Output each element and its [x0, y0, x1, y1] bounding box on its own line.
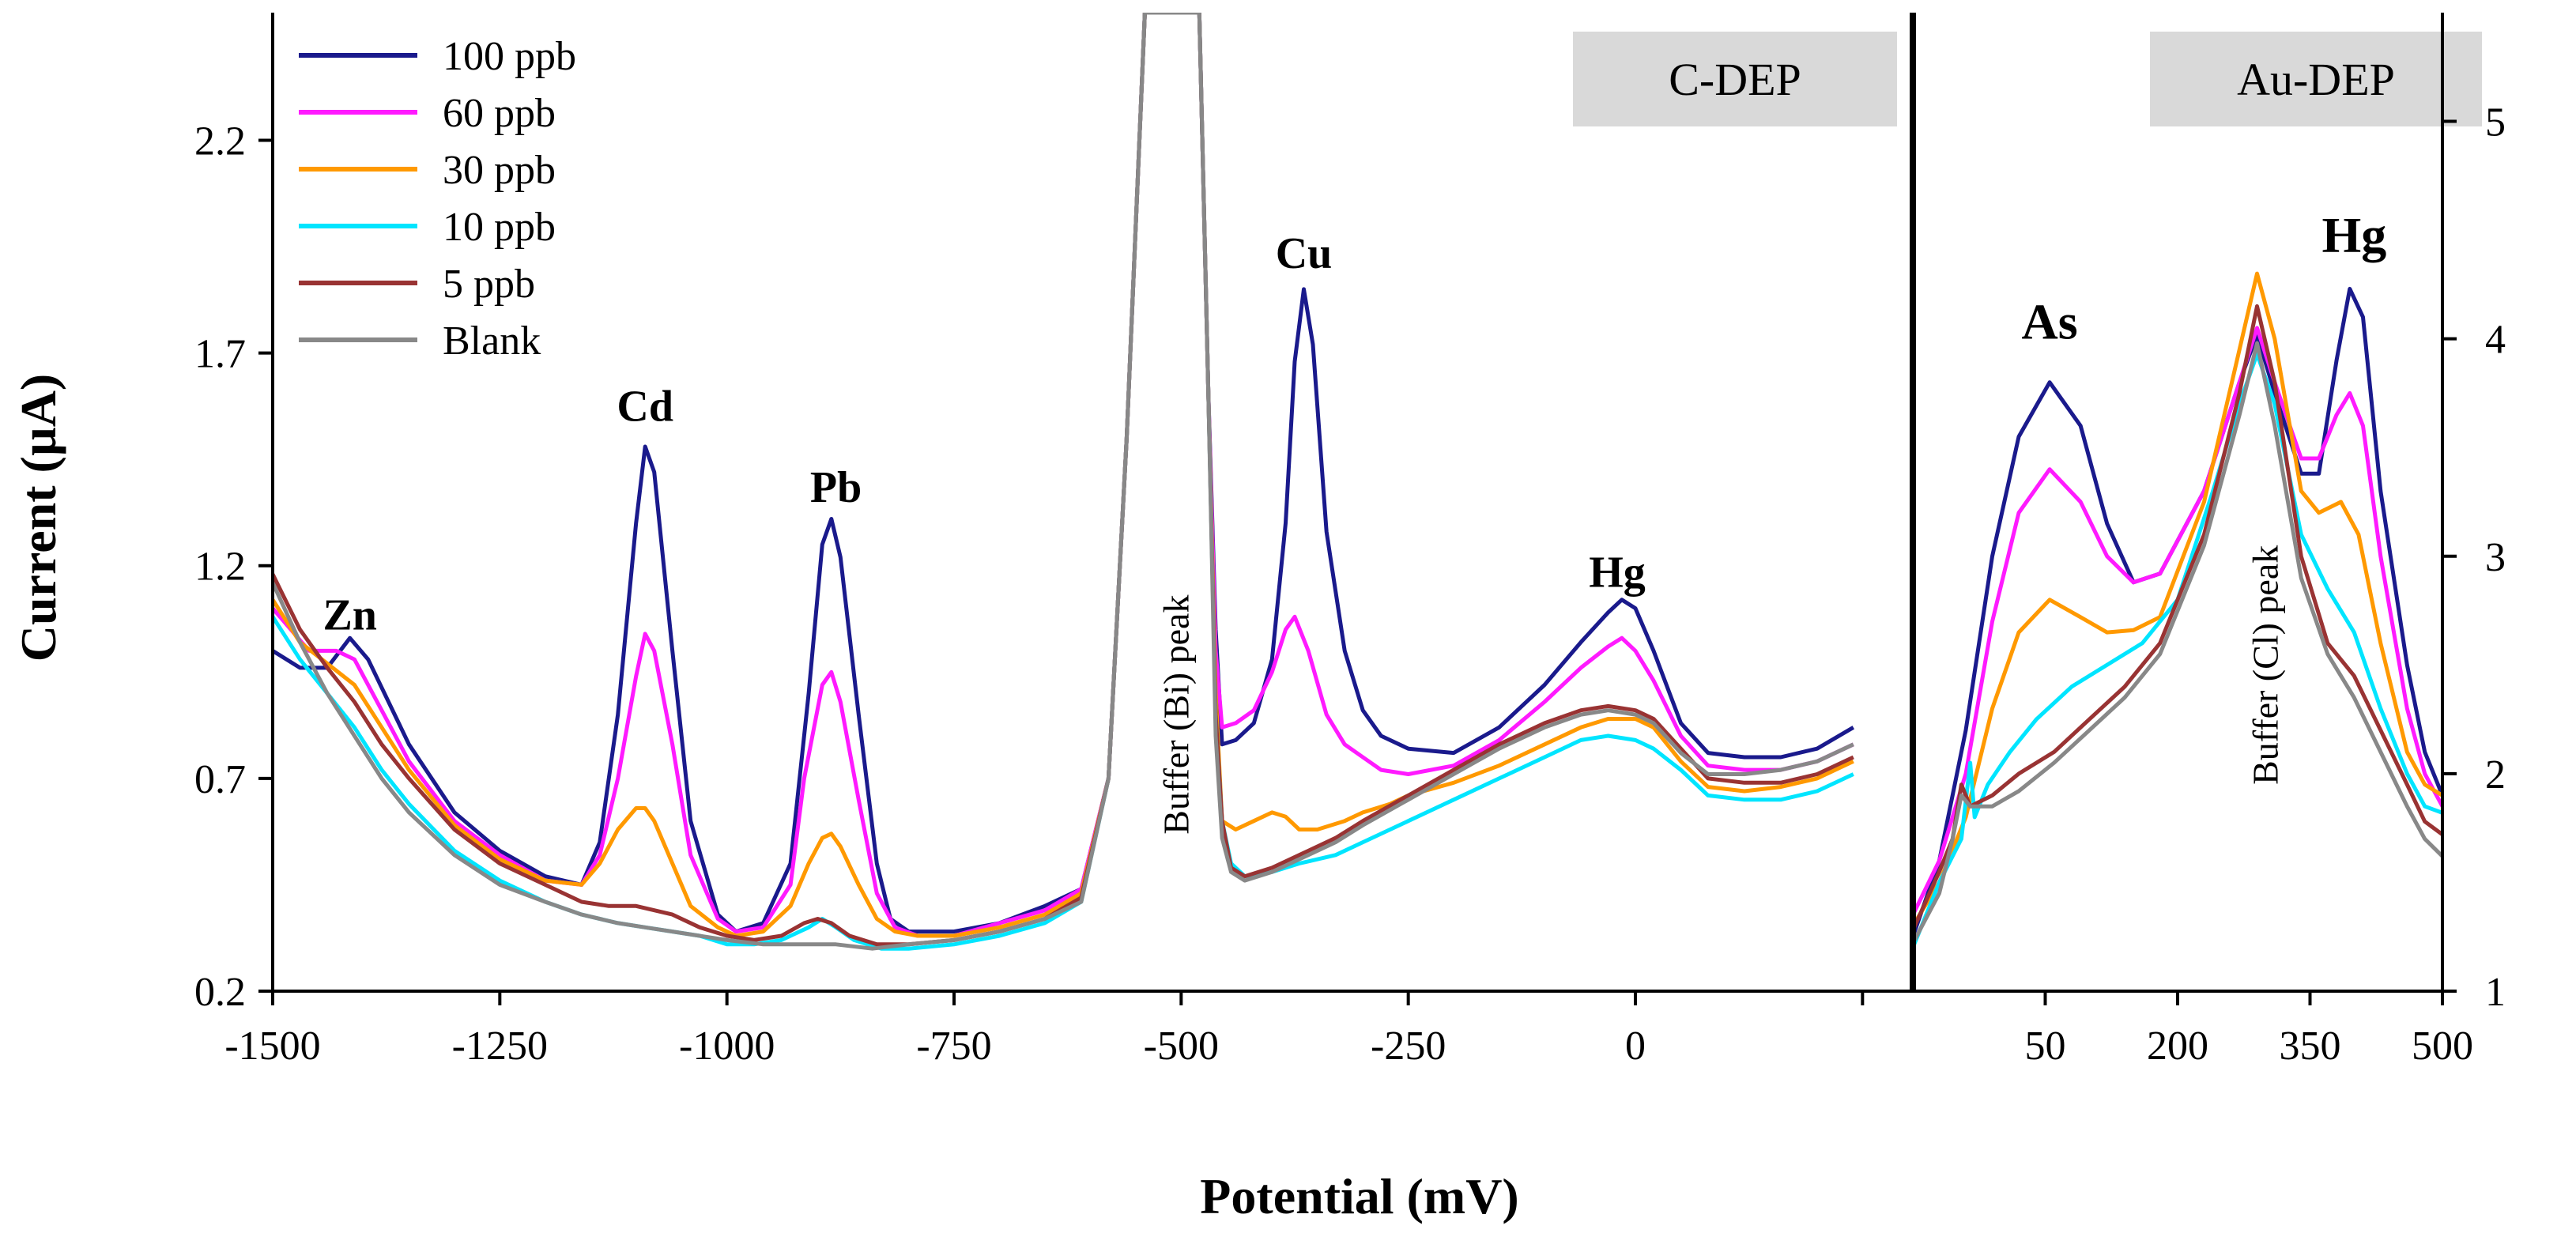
peak-label-c-dep-zn: Zn [322, 590, 377, 639]
series-au-dep-10-ppb [1913, 352, 2442, 948]
x-tick-label-c-dep-3: -750 [916, 1024, 991, 1069]
panel-label-c-dep: C-DEP [1669, 54, 1801, 105]
series-c-dep-blank [273, 13, 1854, 951]
series-au-dep-blank [1913, 341, 2442, 945]
series-c-dep-30-ppb [273, 13, 1854, 938]
legend-label-blank: Blank [443, 319, 541, 364]
x-tick-label-c-dep-2: -1000 [679, 1024, 775, 1069]
y-axis-title: Current (µA) [10, 374, 66, 662]
panel-c-dep: C-DEP -1500 -1250 -1000 -750 -500 -250 0 0.2 0.7 1… [194, 13, 1913, 1069]
x-axis-title: Potential (mV) [1200, 1168, 1518, 1224]
x-tick-label-au-dep-0: 50 [2025, 1024, 2066, 1069]
legend-label-5-ppb: 5 ppb [443, 262, 535, 307]
y-tick-label-c-dep-0: 0.2 [194, 970, 246, 1015]
y-tick-label-au-dep-1: 2 [2485, 752, 2506, 797]
x-tick-label-c-dep-0: -1500 [224, 1024, 320, 1069]
peak-label-au-dep-as: As [2022, 294, 2078, 350]
panel-au-dep: Au-DEP 50 200 350 500 1 2 3 4 5 As Hg Buffer (Cl) pe… [1913, 13, 2506, 1069]
series-au-dep-30-ppb [1913, 271, 2442, 927]
y-tick-label-au-dep-2: 3 [2485, 535, 2506, 580]
y-tick-label-c-dep-1: 0.7 [194, 757, 246, 802]
x-tick-label-au-dep-3: 500 [2412, 1024, 2473, 1069]
peak-label-au-dep-hg: Hg [2321, 207, 2386, 263]
buffer-peak-label-c-dep: Buffer (Bi) peak [1156, 595, 1197, 835]
x-tick-label-c-dep-6: 0 [1625, 1024, 1646, 1069]
panel-label-au-dep: Au-DEP [2237, 54, 2395, 105]
y-tick-label-au-dep-4: 5 [2485, 100, 2506, 145]
x-tick-label-au-dep-2: 350 [2280, 1024, 2341, 1069]
series-group-au-dep [1913, 271, 2442, 948]
legend: 100 ppb 60 ppb 30 ppb 10 ppb 5 ppb Blank [299, 34, 576, 364]
x-tick-label-au-dep-1: 200 [2147, 1024, 2208, 1069]
y-tick-label-c-dep-2: 1.2 [194, 545, 246, 590]
panel-label-box-au-dep [2150, 32, 2482, 126]
buffer-peak-label-au-dep: Buffer (Cl) peak [2246, 545, 2286, 785]
series-au-dep-60-ppb [1913, 326, 2442, 916]
x-tick-label-c-dep-5: -250 [1371, 1024, 1446, 1069]
panel-label-box-c-dep [1573, 32, 1897, 126]
axes-au-dep: 50 200 350 500 1 2 3 4 5 [1913, 13, 2506, 1069]
series-group-c-dep [273, 13, 1855, 951]
legend-label-60-ppb: 60 ppb [443, 91, 556, 136]
y-tick-label-c-dep-4: 2.2 [194, 119, 246, 164]
peak-label-c-dep-pb: Pb [810, 463, 862, 512]
legend-label-10-ppb: 10 ppb [443, 205, 556, 250]
axes-c-dep: -1500 -1250 -1000 -750 -500 -250 0 0.2 0.7 1.2 1.7… [194, 13, 1913, 1069]
plot-panels: C-DEP -1500 -1250 -1000 -750 -500 -250 0 0.2 0.7 1… [194, 13, 2506, 1069]
x-tick-label-c-dep-4: -500 [1144, 1024, 1219, 1069]
x-tick-label-c-dep-1: -1250 [452, 1024, 548, 1069]
legend-label-100-ppb: 100 ppb [443, 34, 576, 79]
y-tick-label-au-dep-3: 4 [2485, 318, 2506, 363]
y-tick-label-c-dep-3: 1.7 [194, 332, 246, 377]
y-tick-label-au-dep-0: 1 [2485, 970, 2506, 1015]
peak-label-c-dep-cd: Cd [617, 383, 673, 432]
series-au-dep-5-ppb [1913, 304, 2442, 932]
peak-label-c-dep-cu: Cu [1276, 229, 1333, 278]
legend-label-30-ppb: 30 ppb [443, 148, 556, 193]
peak-label-c-dep-hg: Hg [1589, 549, 1646, 598]
